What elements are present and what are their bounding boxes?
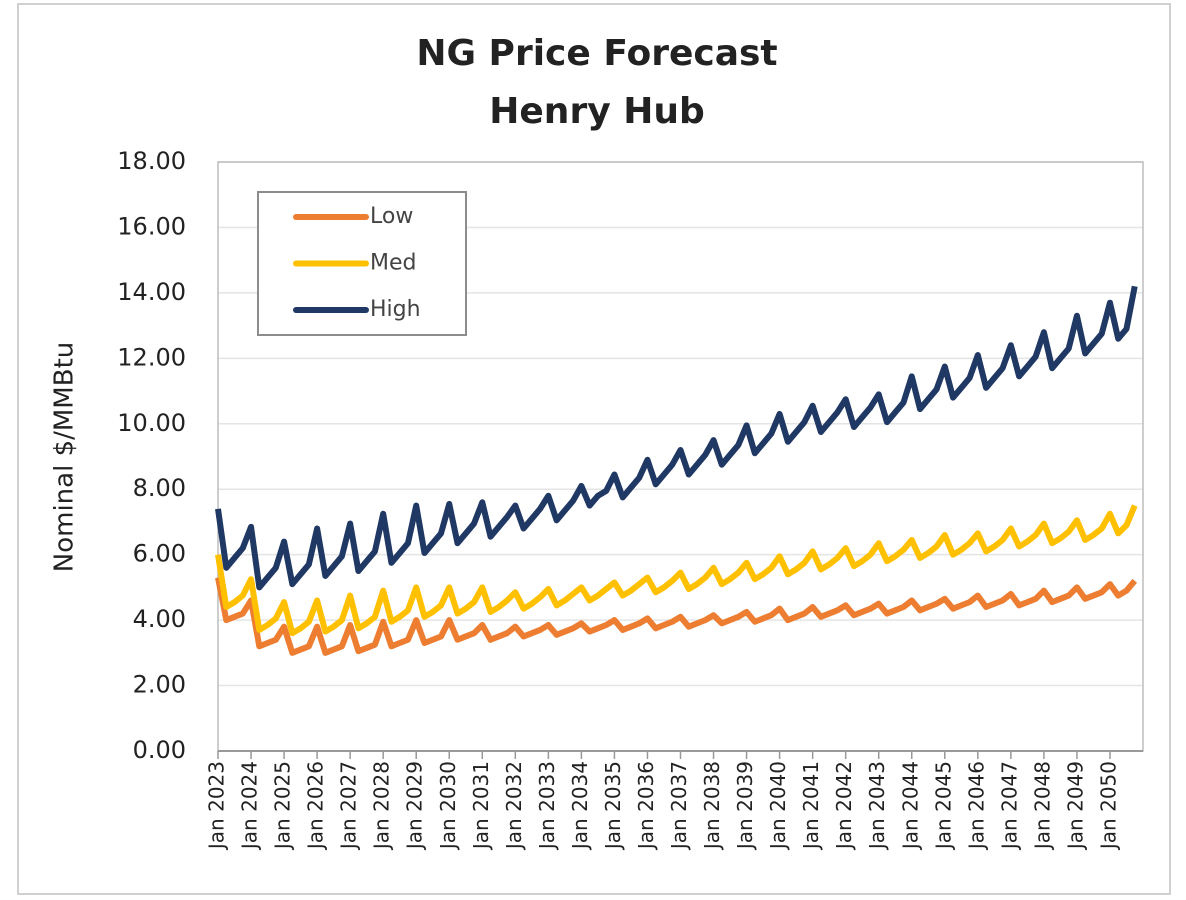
x-tick-label: Jan 2037 <box>667 761 691 851</box>
x-tick-label: Jan 2043 <box>865 761 889 851</box>
x-tick-label: Jan 2031 <box>469 761 493 851</box>
x-tick-label: Jan 2044 <box>898 761 922 851</box>
x-tick-label: Jan 2041 <box>799 761 823 851</box>
x-tick-label: Jan 2028 <box>370 761 394 851</box>
x-tick-label: Jan 2032 <box>502 761 526 851</box>
x-tick-label: Jan 2033 <box>535 761 559 851</box>
x-tick-label: Jan 2034 <box>568 761 592 851</box>
series-line <box>215 576 1138 656</box>
x-tick-label: Jan 2039 <box>733 761 757 851</box>
chart-subtitle: Henry Hub <box>489 91 704 132</box>
x-tick-label: Jan 2024 <box>238 761 262 851</box>
x-tick-label: Jan 2025 <box>271 761 295 851</box>
y-axis-label: Nominal $/MMBtu <box>50 342 80 572</box>
series-line <box>215 504 1138 637</box>
x-tick-label: Jan 2047 <box>997 761 1021 851</box>
x-tick-label: Jan 2048 <box>1030 761 1054 851</box>
legend-label: Low <box>370 204 413 229</box>
x-tick-label: Jan 2050 <box>1096 761 1120 851</box>
x-tick-label: Jan 2030 <box>436 761 460 851</box>
y-tick-label: 4.00 <box>133 605 186 633</box>
x-tick-label: Jan 2049 <box>1063 761 1087 851</box>
x-tick-label: Jan 2045 <box>931 761 955 851</box>
chart-title: NG Price Forecast <box>416 33 777 74</box>
x-tick-label: Jan 2027 <box>337 761 361 851</box>
y-tick-label: 18.00 <box>117 147 186 175</box>
series-line <box>215 285 1138 591</box>
x-tick-label: Jan 2035 <box>601 761 625 851</box>
y-tick-label: 14.00 <box>117 278 186 306</box>
y-tick-label: 12.00 <box>117 343 186 371</box>
x-tick-label: Jan 2026 <box>304 761 328 851</box>
legend-label: Med <box>370 251 416 276</box>
x-tick-label: Jan 2029 <box>403 761 427 851</box>
x-tick-label: Jan 2046 <box>964 761 988 851</box>
y-tick-label: 2.00 <box>133 671 186 699</box>
x-tick-label: Jan 2038 <box>700 761 724 851</box>
x-tick-label: Jan 2036 <box>634 761 658 851</box>
y-tick-label: 10.00 <box>117 409 186 437</box>
x-tick-label: Jan 2023 <box>205 761 229 851</box>
x-tick-label: Jan 2042 <box>832 761 856 851</box>
y-tick-label: 16.00 <box>117 212 186 240</box>
x-tick-label: Jan 2040 <box>766 761 790 851</box>
legend-label: High <box>370 297 421 322</box>
chart-frame <box>17 3 1171 895</box>
y-tick-label: 6.00 <box>133 540 186 568</box>
y-tick-label: 0.00 <box>133 736 186 764</box>
y-tick-label: 8.00 <box>133 474 186 502</box>
